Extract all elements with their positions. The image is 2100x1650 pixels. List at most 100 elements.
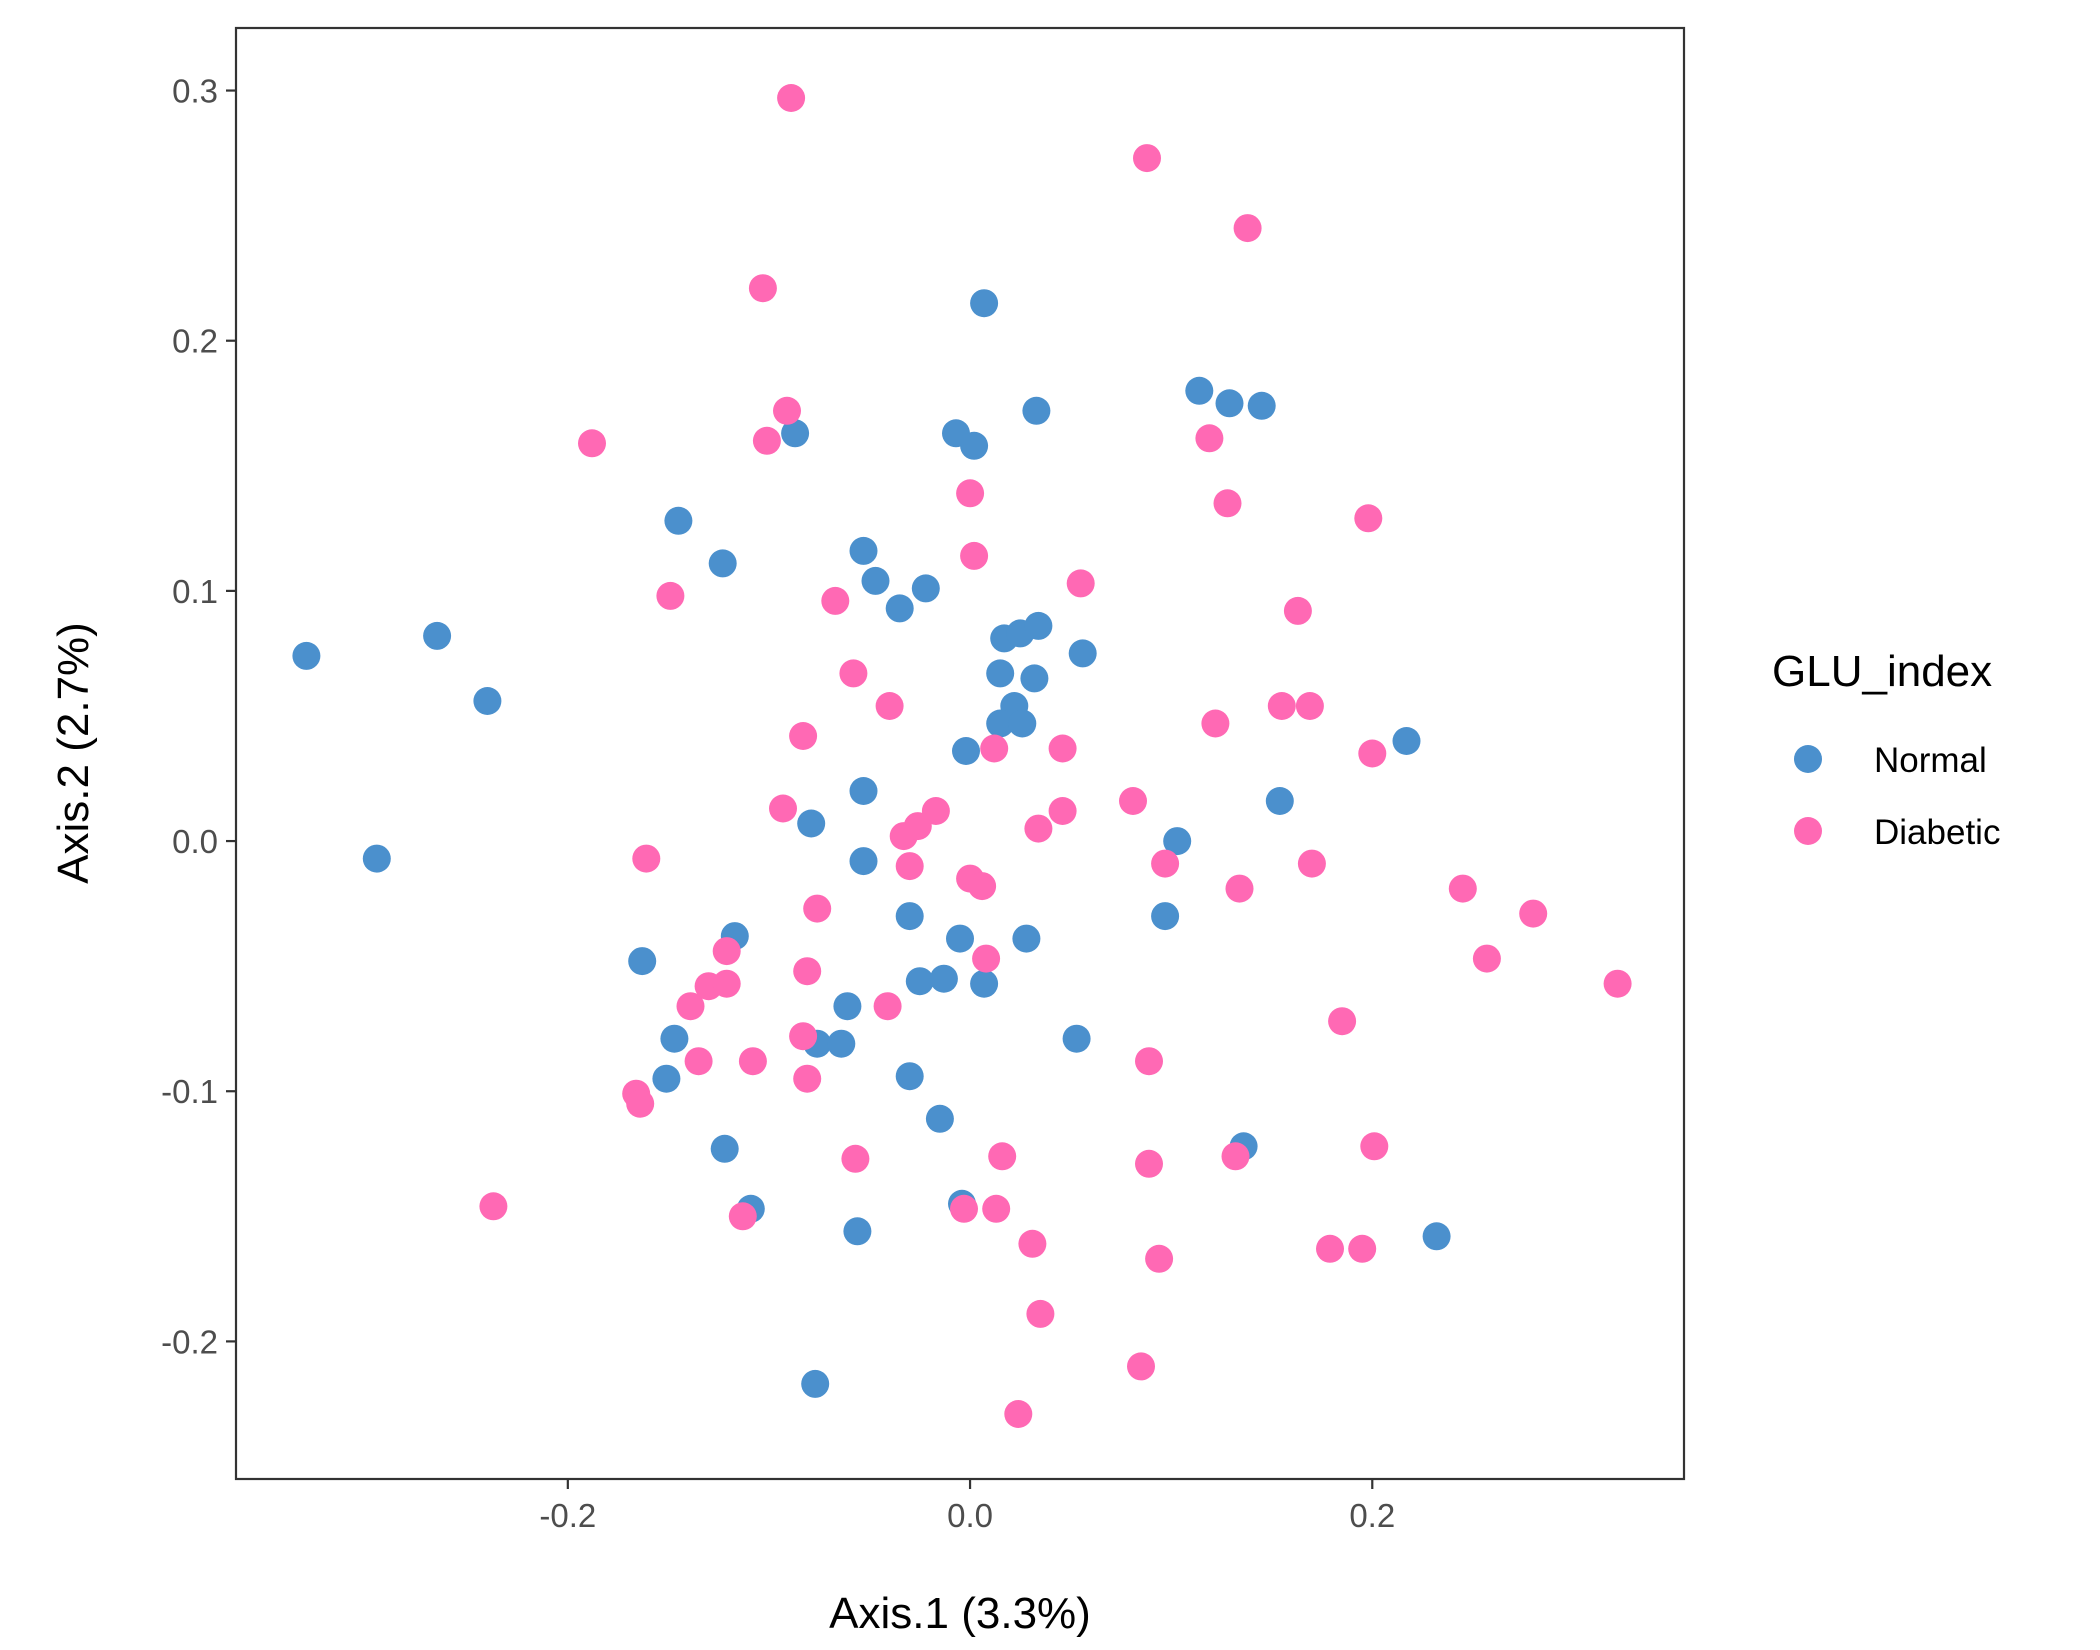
data-point-diabetic xyxy=(1066,569,1095,598)
data-point-diabetic xyxy=(1151,849,1180,878)
data-point-diabetic xyxy=(1233,214,1262,243)
data-point-diabetic xyxy=(972,944,1001,973)
y-tick-label: -0.1 xyxy=(161,1073,218,1110)
data-point-diabetic xyxy=(578,429,606,458)
data-point-normal xyxy=(664,506,693,535)
data-point-diabetic xyxy=(752,426,781,455)
data-point-normal xyxy=(849,777,878,805)
data-point-diabetic xyxy=(1360,1132,1389,1161)
data-point-normal xyxy=(1185,376,1214,405)
data-point-normal xyxy=(423,621,452,650)
data-point-normal xyxy=(660,1024,689,1053)
series-diabetic xyxy=(479,84,1632,1428)
data-point-normal xyxy=(1265,787,1294,815)
data-point-normal xyxy=(970,289,999,318)
data-point-diabetic xyxy=(712,969,741,998)
data-point-diabetic xyxy=(1472,944,1501,973)
data-point-normal xyxy=(1151,902,1180,931)
data-point-diabetic xyxy=(676,992,705,1021)
data-point-diabetic xyxy=(684,1047,713,1076)
data-point-diabetic xyxy=(950,1194,978,1223)
data-point-normal xyxy=(970,969,999,998)
data-point-diabetic xyxy=(968,872,997,901)
x-tick-label: 0.0 xyxy=(947,1497,993,1534)
data-point-normal xyxy=(946,924,974,953)
data-point-diabetic xyxy=(1127,1352,1155,1381)
data-point-diabetic xyxy=(956,479,985,508)
data-point-diabetic xyxy=(1024,814,1053,843)
data-point-normal xyxy=(1392,727,1421,755)
data-point-normal xyxy=(925,1104,954,1133)
data-point-diabetic xyxy=(712,937,741,966)
y-axis-title: Axis.2 (2.7%) xyxy=(49,622,98,884)
data-point-normal xyxy=(1215,389,1244,418)
data-point-diabetic xyxy=(1145,1244,1174,1273)
data-point-normal xyxy=(843,1217,872,1246)
data-point-normal xyxy=(986,709,1015,738)
data-point-diabetic xyxy=(1283,596,1312,625)
legend-swatch-normal xyxy=(1794,745,1822,773)
y-tick-label: 0.2 xyxy=(172,323,218,360)
data-point-diabetic xyxy=(1119,787,1147,815)
data-point-normal xyxy=(362,844,391,873)
data-point-diabetic xyxy=(1267,692,1296,720)
data-point-normal xyxy=(797,809,826,838)
legend-title: GLU_index xyxy=(1772,647,1992,696)
data-point-normal xyxy=(833,992,862,1021)
data-point-diabetic xyxy=(479,1192,508,1221)
data-point-normal xyxy=(292,641,321,670)
data-point-diabetic xyxy=(748,274,777,303)
data-point-diabetic xyxy=(1133,144,1161,173)
points-layer xyxy=(292,84,1632,1428)
data-point-normal xyxy=(801,1369,830,1398)
data-point-normal xyxy=(1163,827,1192,856)
series-normal xyxy=(292,289,1451,1398)
data-point-diabetic xyxy=(1048,734,1077,763)
data-point-diabetic xyxy=(789,1022,818,1051)
data-point-diabetic xyxy=(1225,874,1254,903)
x-axis: -0.2 0.0 0.2 xyxy=(539,1479,1395,1534)
data-point-normal xyxy=(1024,611,1053,640)
data-point-diabetic xyxy=(777,84,806,112)
data-point-diabetic xyxy=(728,1202,757,1231)
legend-label-diabetic: Diabetic xyxy=(1874,813,2000,852)
data-point-normal xyxy=(628,947,657,976)
data-point-diabetic xyxy=(988,1142,1017,1171)
data-point-diabetic xyxy=(895,852,924,881)
data-point-diabetic xyxy=(873,992,902,1021)
data-point-normal xyxy=(849,847,878,876)
data-point-diabetic xyxy=(1018,1229,1047,1258)
data-point-diabetic xyxy=(875,692,904,720)
data-point-normal xyxy=(781,419,810,448)
y-tick-label: 0.1 xyxy=(172,573,218,610)
x-tick-label: 0.2 xyxy=(1349,1497,1395,1534)
data-point-normal xyxy=(1422,1222,1451,1251)
data-point-normal xyxy=(895,1062,924,1091)
data-point-diabetic xyxy=(632,844,661,873)
legend-label-normal: Normal xyxy=(1874,741,1987,780)
data-point-normal xyxy=(1020,664,1049,693)
data-point-diabetic xyxy=(1348,1234,1377,1263)
data-point-diabetic xyxy=(789,722,818,750)
data-point-diabetic xyxy=(1603,969,1632,998)
data-point-diabetic xyxy=(980,734,1009,763)
data-point-normal xyxy=(708,549,737,578)
data-point-diabetic xyxy=(1354,504,1383,533)
data-point-diabetic xyxy=(626,1089,655,1118)
data-point-normal xyxy=(929,964,958,993)
y-tick-label: 0.0 xyxy=(172,823,218,860)
data-point-diabetic xyxy=(1195,424,1224,453)
data-point-normal xyxy=(1008,709,1037,738)
data-point-normal xyxy=(895,902,924,931)
data-point-diabetic xyxy=(1448,874,1477,903)
data-point-diabetic xyxy=(793,957,822,986)
data-point-normal xyxy=(1247,391,1276,420)
plot-panel-border xyxy=(234,26,1686,1481)
data-point-diabetic xyxy=(793,1064,822,1093)
data-point-diabetic xyxy=(1048,797,1077,825)
data-point-diabetic xyxy=(1221,1142,1250,1171)
data-point-diabetic xyxy=(1026,1299,1055,1328)
data-point-normal xyxy=(960,431,989,460)
data-point-normal xyxy=(911,574,940,603)
